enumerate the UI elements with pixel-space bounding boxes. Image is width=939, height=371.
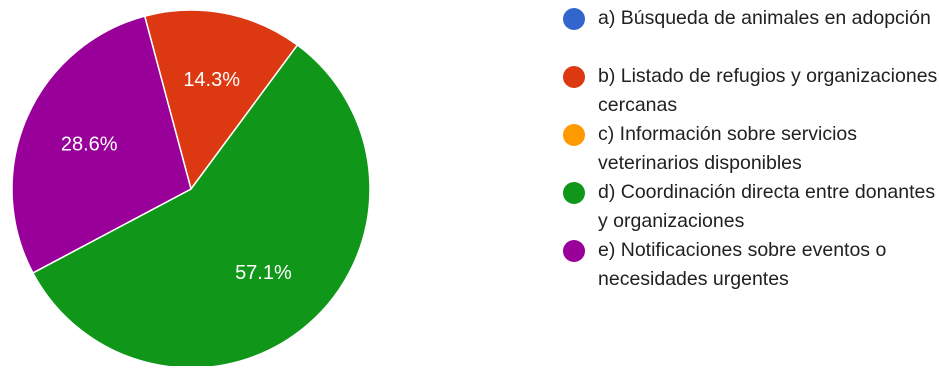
pie-chart-area: 14.3% 57.1% 28.6% — [11, 9, 371, 369]
legend-item-e[interactable]: e) Notificaciones sobre eventos o necesi… — [563, 236, 939, 294]
legend-item-d[interactable]: d) Coordinación directa entre donantes y… — [563, 178, 939, 236]
legend-swatch-d — [563, 182, 585, 204]
legend-label-d: d) Coordinación directa entre donantes y… — [598, 181, 936, 232]
legend-label-b: b) Listado de refugios y organizaciones … — [598, 65, 938, 116]
legend-label-e: e) Notificaciones sobre eventos o necesi… — [598, 239, 887, 290]
legend-swatch-a — [563, 8, 585, 30]
slice-percent-label: 14.3% — [183, 69, 240, 91]
pie-slice[interactable] — [31, 44, 371, 369]
legend-swatch-b — [563, 66, 585, 88]
slice-percent-label: 57.1% — [235, 262, 292, 284]
legend-item-c[interactable]: c) Información sobre servicios veterinar… — [563, 120, 939, 178]
legend-label-a: a) Búsqueda de animales en adopción — [598, 7, 931, 29]
slice-percent-label: 28.6% — [61, 134, 118, 156]
pie-slice[interactable] — [143, 9, 299, 191]
legend-item-a[interactable]: a) Búsqueda de animales en adopción — [563, 4, 939, 62]
pie-slice[interactable] — [11, 15, 192, 274]
legend-label-c: c) Información sobre servicios veterinar… — [598, 123, 858, 174]
pie-chart: 14.3% 57.1% 28.6% — [11, 9, 371, 369]
legend-swatch-e — [563, 240, 585, 262]
legend-swatch-c — [563, 124, 585, 146]
chart-legend: a) Búsqueda de animales en adopción b) L… — [563, 4, 939, 294]
legend-item-b[interactable]: b) Listado de refugios y organizaciones … — [563, 62, 939, 120]
